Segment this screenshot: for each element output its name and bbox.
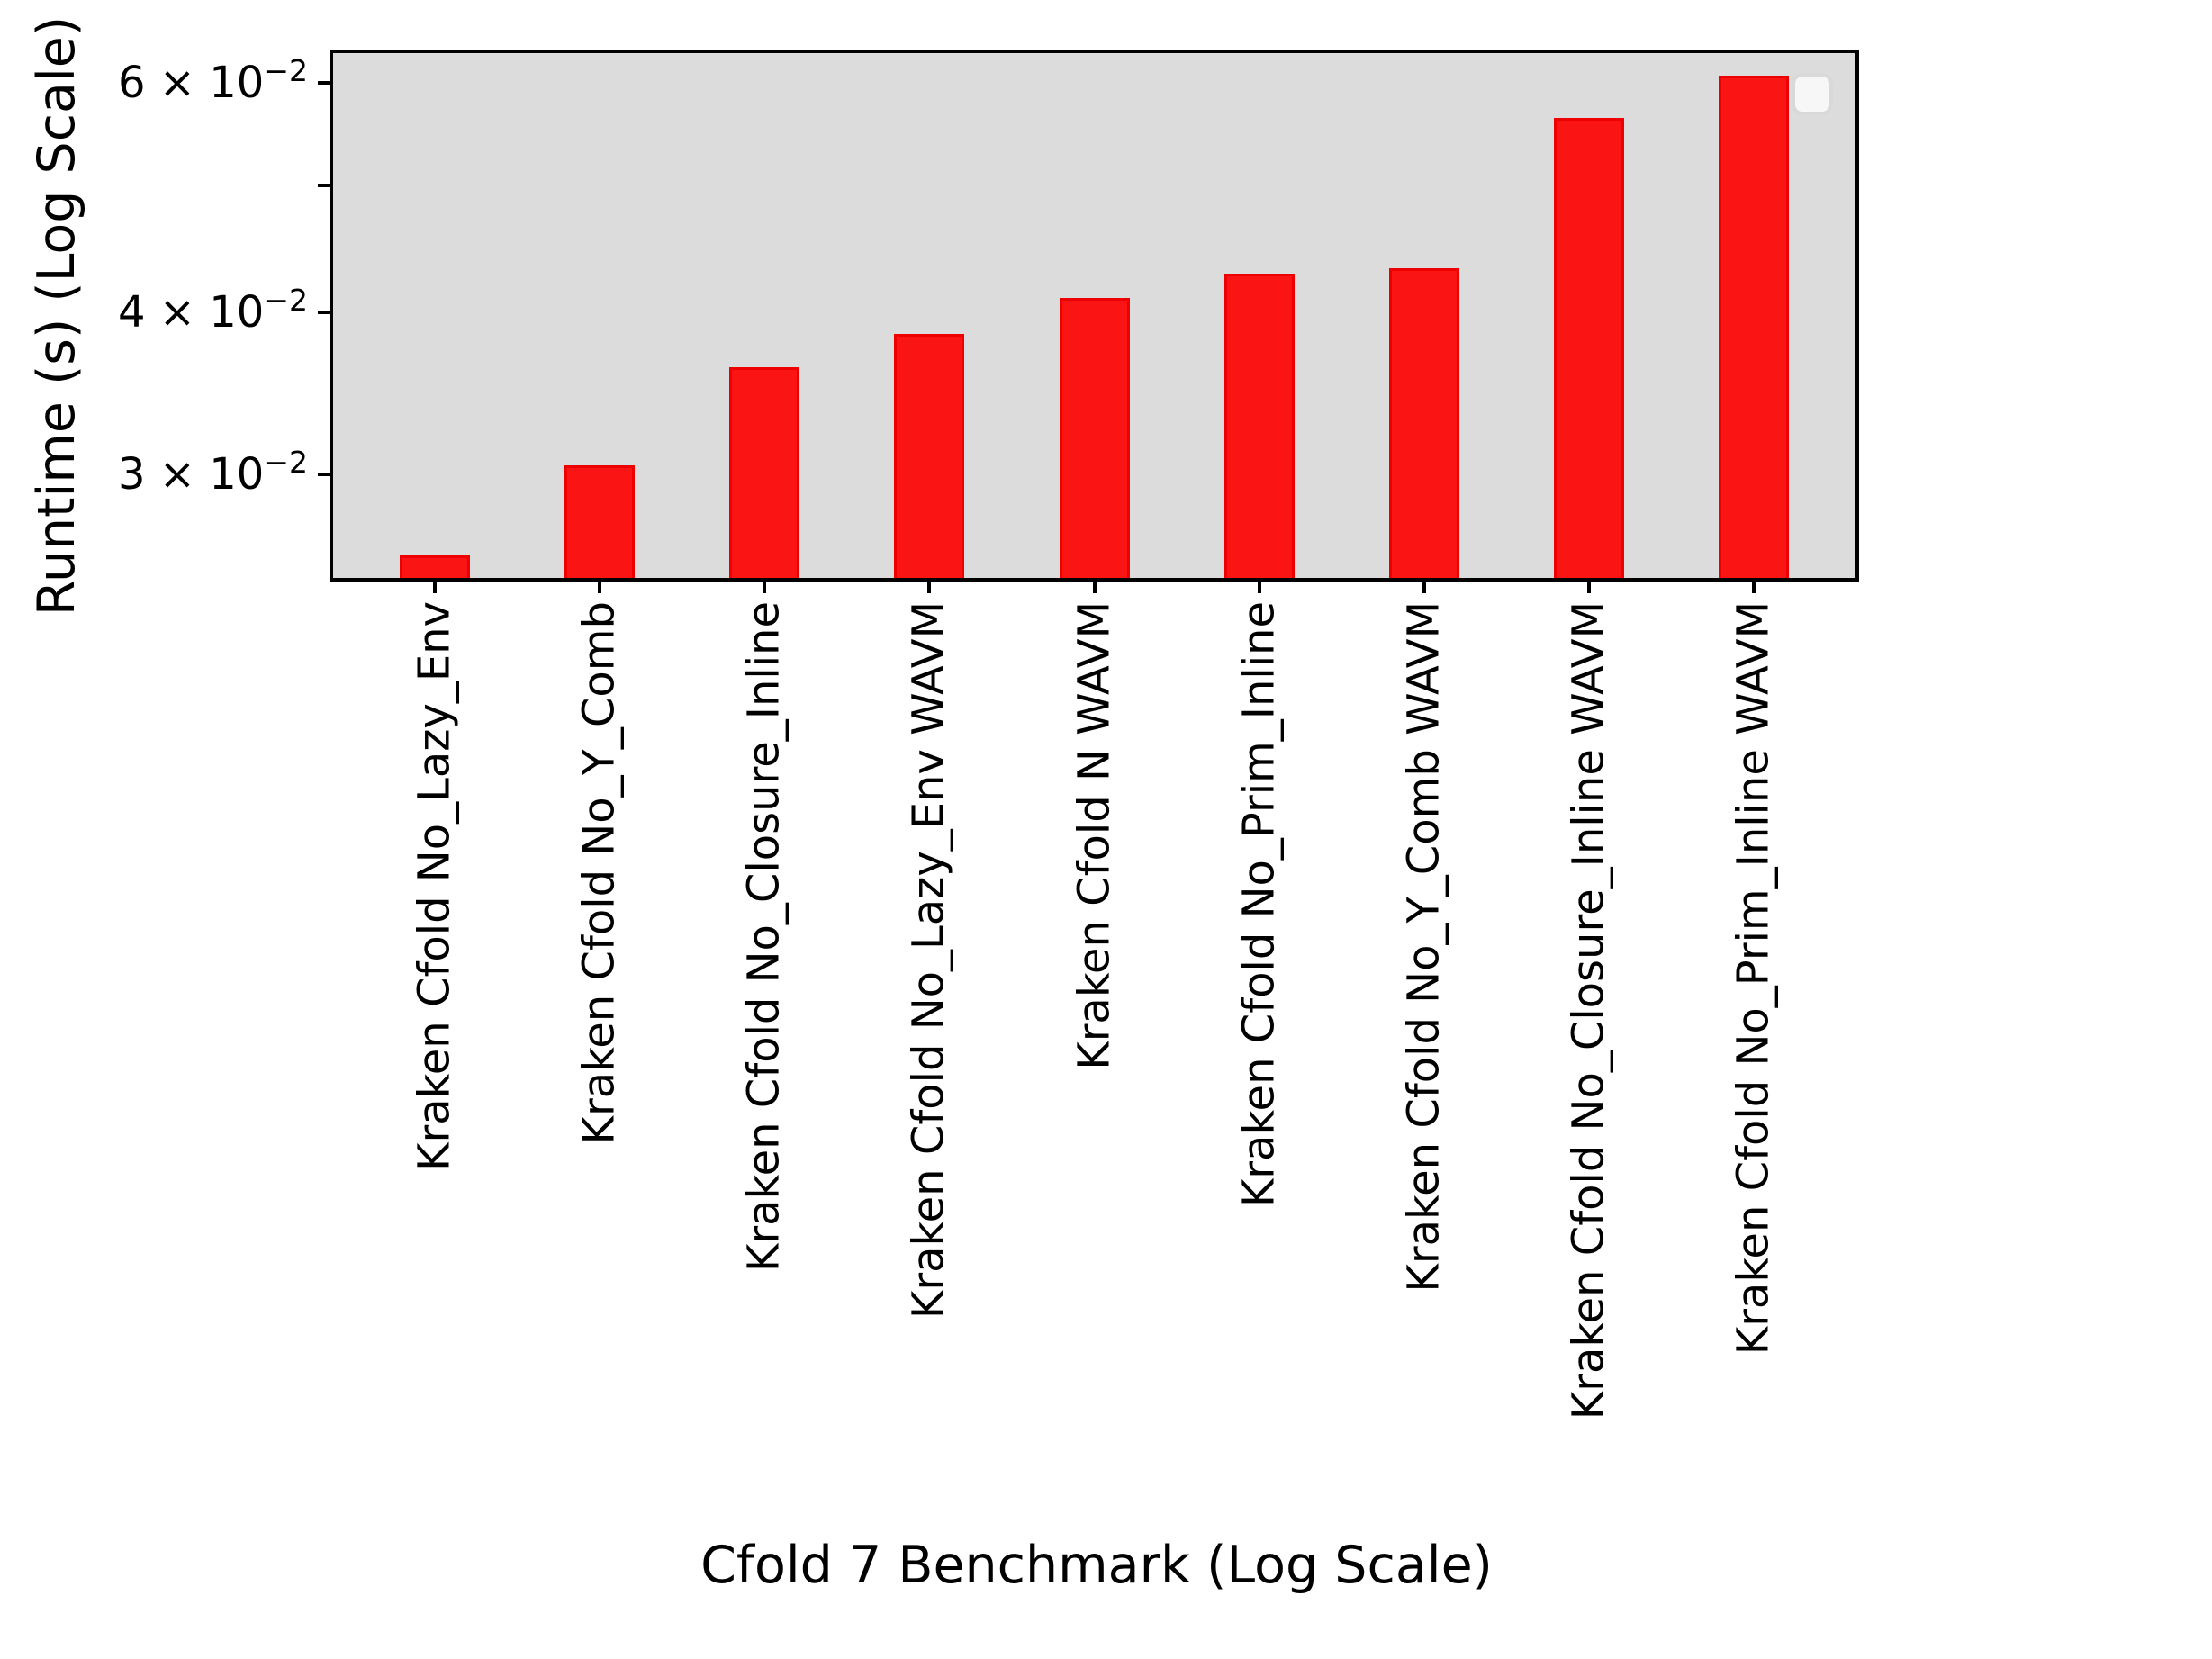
x-axis-label: Cfold 7 Benchmark (Log Scale) bbox=[700, 1536, 1493, 1595]
y-tick-exponent: −2 bbox=[264, 282, 308, 318]
x-tick bbox=[433, 582, 437, 593]
y-tick bbox=[318, 473, 330, 476]
bar bbox=[1060, 298, 1130, 578]
y-tick-exponent: −2 bbox=[264, 52, 308, 88]
bar bbox=[1389, 268, 1459, 578]
bar bbox=[1554, 118, 1624, 578]
y-tick-label: 4 × 10−2 bbox=[0, 282, 308, 343]
legend-box bbox=[1792, 73, 1833, 115]
x-tick-label: Kraken Cfold No_Y_Comb bbox=[573, 601, 625, 1145]
y-tick-label: 3 × 10−2 bbox=[0, 444, 308, 505]
y-tick-mantissa: 3 × 10 bbox=[117, 449, 265, 500]
bar bbox=[400, 555, 470, 578]
y-tick-exponent: −2 bbox=[264, 444, 308, 480]
plot-area bbox=[330, 50, 1859, 582]
x-tick-label: Kraken Cfold No_Closure_Inline bbox=[738, 601, 790, 1273]
x-tick bbox=[927, 582, 931, 593]
x-tick-label: Kraken Cfold No_Y_Comb WAVM bbox=[1398, 601, 1449, 1293]
y-tick bbox=[318, 81, 330, 85]
x-tick bbox=[1422, 582, 1426, 593]
x-tick-label: Kraken Cfold No_Lazy_Env WAVM bbox=[903, 601, 954, 1320]
y-tick-mantissa: 4 × 10 bbox=[117, 287, 265, 338]
x-tick bbox=[1587, 582, 1591, 593]
x-tick bbox=[598, 582, 601, 593]
x-tick bbox=[1093, 582, 1097, 593]
y-tick-mantissa: 6 × 10 bbox=[117, 58, 265, 108]
bar bbox=[729, 367, 799, 578]
y-tick bbox=[318, 311, 330, 314]
x-tick-label: Kraken Cfold No_Prim_Inline WAVM bbox=[1728, 601, 1779, 1356]
y-tick-label: 6 × 10−2 bbox=[0, 52, 308, 113]
bar bbox=[1719, 76, 1789, 578]
x-tick bbox=[1752, 582, 1756, 593]
x-tick-label: Kraken Cfold No_Prim_Inline bbox=[1233, 601, 1285, 1208]
bar bbox=[894, 334, 964, 578]
y-axis-label: Runtime (s) (Log Scale) bbox=[27, 15, 86, 617]
x-tick bbox=[763, 582, 766, 593]
bar bbox=[1224, 274, 1295, 578]
y-tick bbox=[318, 184, 330, 187]
x-tick-label: Kraken Cfold No_Closure_Inline WAVM bbox=[1563, 601, 1614, 1420]
x-tick-label: Kraken Cfold No_Lazy_Env bbox=[409, 601, 460, 1171]
x-tick-label: Kraken Cfold N WAVM bbox=[1069, 601, 1120, 1070]
bar bbox=[564, 465, 635, 578]
x-tick bbox=[1258, 582, 1261, 593]
